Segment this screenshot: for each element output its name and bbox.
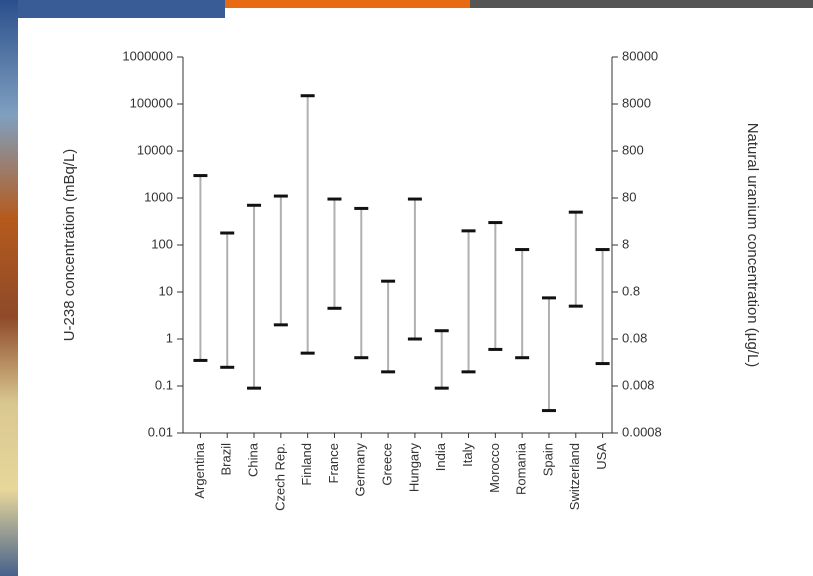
side-image	[0, 0, 18, 576]
top-strip	[470, 0, 813, 8]
x-tick-label: France	[326, 443, 341, 483]
y-tick-label: 10000	[137, 142, 173, 157]
y-tick-label: 0.1	[155, 377, 173, 392]
x-tick-label: Greece	[380, 443, 395, 486]
x-tick-label: Romania	[514, 442, 529, 495]
y2-tick-label: 8000	[622, 95, 651, 110]
y-tick-label: 0.01	[148, 424, 173, 439]
x-tick-label: Argentina	[192, 442, 207, 498]
x-tick-label: Hungary	[406, 443, 421, 493]
y-tick-label: 1000	[144, 189, 173, 204]
top-image	[0, 0, 225, 18]
y2-axis-title: Natural uranium concentration (µg/L)	[744, 123, 761, 368]
x-tick-label: Morocco	[487, 443, 502, 493]
x-tick-label: Germany	[353, 443, 368, 497]
x-tick-label: Finland	[299, 443, 314, 486]
x-tick-label: USA	[594, 443, 609, 470]
top-strip	[225, 0, 470, 8]
y2-tick-label: 0.008	[622, 377, 655, 392]
y-tick-label: 100000	[130, 95, 173, 110]
y2-tick-label: 80000	[622, 48, 658, 63]
y-tick-label: 1000000	[122, 48, 173, 63]
y2-tick-label: 0.08	[622, 330, 647, 345]
x-tick-label: India	[433, 442, 448, 471]
y-tick-label: 10	[159, 283, 173, 298]
x-tick-label: Brazil	[219, 443, 234, 476]
x-tick-label: Spain	[540, 443, 555, 476]
y-tick-label: 100	[151, 236, 173, 251]
y-axis-title: U-238 concentration (mBq/L)	[61, 149, 78, 342]
y2-tick-label: 0.0008	[622, 424, 662, 439]
y-tick-label: 1	[166, 330, 173, 345]
page: U-238 concentration (mBq/L) Natural uran…	[0, 0, 813, 576]
y2-tick-label: 0.8	[622, 283, 640, 298]
x-tick-label: Italy	[460, 443, 475, 467]
x-tick-label: Czech Rep.	[272, 443, 287, 511]
x-tick-label: China	[245, 442, 260, 477]
chart: U-238 concentration (mBq/L) Natural uran…	[0, 0, 813, 576]
x-tick-label: Switzerland	[567, 443, 582, 510]
y2-tick-label: 800	[622, 142, 644, 157]
y2-tick-label: 80	[622, 189, 636, 204]
y2-tick-label: 8	[622, 236, 629, 251]
